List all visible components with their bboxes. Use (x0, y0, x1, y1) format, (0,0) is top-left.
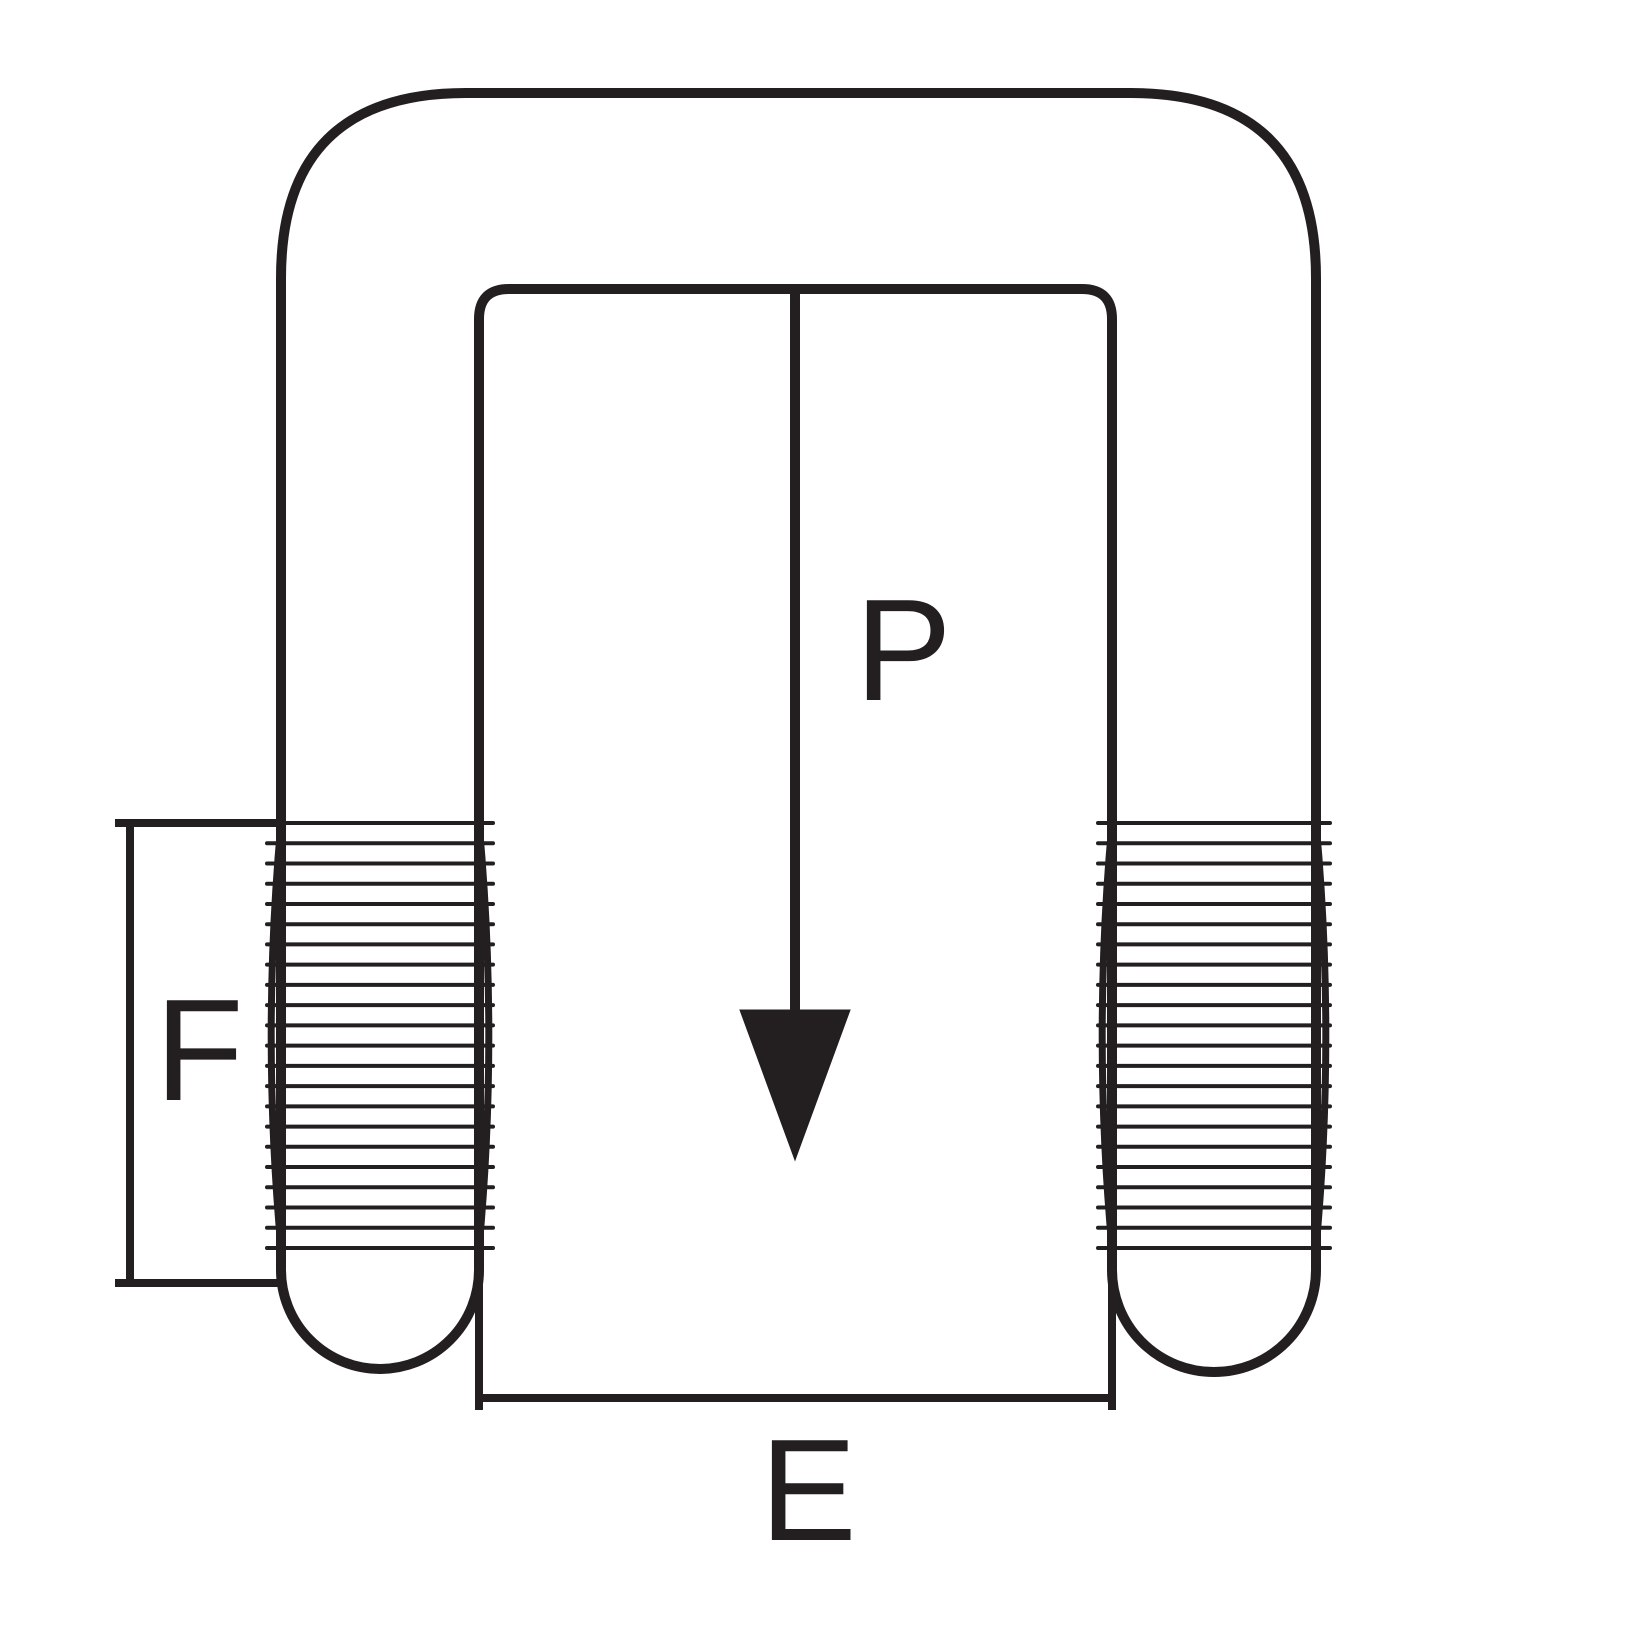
dimension-f-label: F (155, 969, 244, 1131)
dimension-p-label: P (855, 569, 952, 731)
dimension-e-label: E (760, 1409, 857, 1571)
